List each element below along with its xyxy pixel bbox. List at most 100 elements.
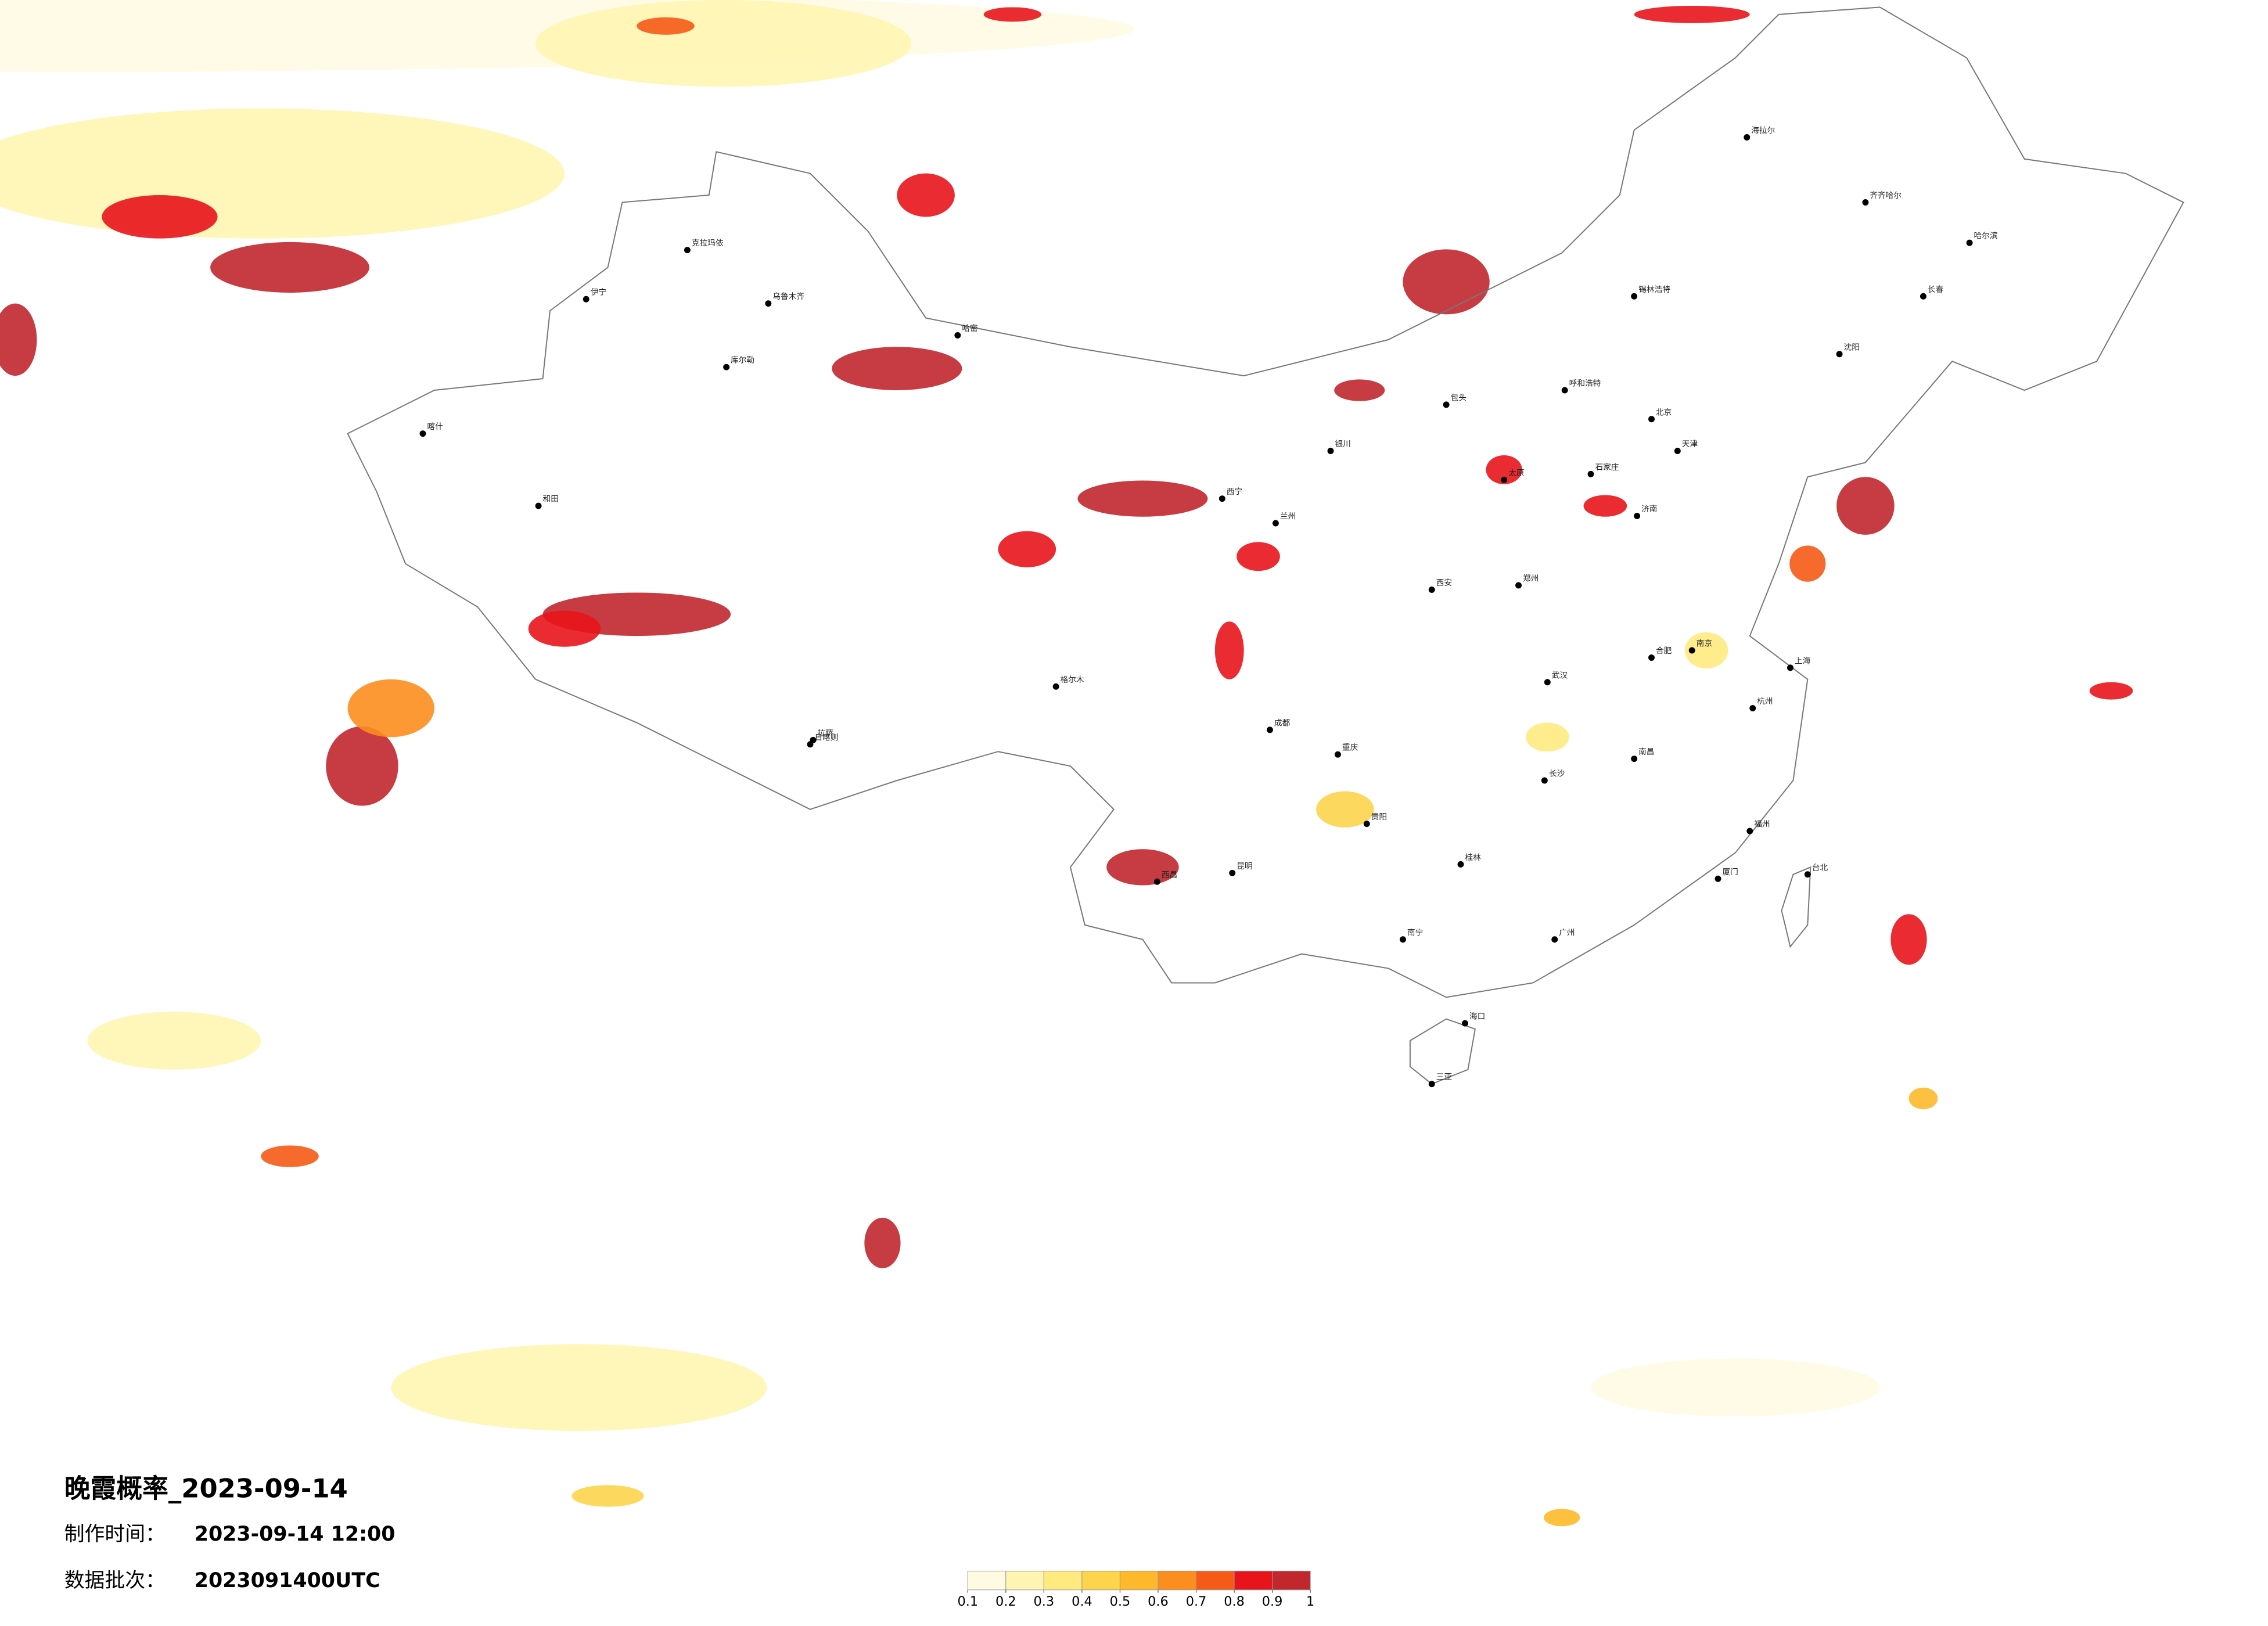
city-label: 兰州 xyxy=(1280,512,1296,521)
city-dot xyxy=(1428,586,1435,593)
probability-patch xyxy=(998,531,1056,567)
city-dot xyxy=(765,300,772,307)
city-label: 桂林 xyxy=(1465,853,1481,862)
city-dot xyxy=(1787,664,1793,671)
city-label: 西昌 xyxy=(1162,870,1177,880)
batch-value: 2023091400UTC xyxy=(195,1569,380,1592)
probability-patch xyxy=(1334,379,1385,401)
legend-swatch xyxy=(1158,1570,1197,1591)
city-label: 包头 xyxy=(1451,393,1467,402)
city-dot xyxy=(1634,513,1641,520)
china-border xyxy=(347,6,2184,998)
city-label: 西宁 xyxy=(1227,487,1242,497)
legend: 0.1 0.2 0.3 0.4 0.5 0.6 0.7 0.8 0.9 1 xyxy=(957,1570,1314,1609)
city-dot xyxy=(1587,470,1594,477)
city-dot xyxy=(1272,520,1279,527)
probability-patch xyxy=(528,610,601,647)
city-dot xyxy=(1688,647,1695,654)
city-dot xyxy=(583,296,590,303)
city-dot xyxy=(1966,239,1973,246)
legend-tick-label: 0.7 xyxy=(1186,1594,1207,1609)
probability-patch xyxy=(1316,791,1374,828)
city-label: 长春 xyxy=(1928,285,1944,294)
city-dot xyxy=(1804,871,1811,878)
legend-tick-label: 0.8 xyxy=(1224,1594,1245,1609)
probability-patch xyxy=(347,679,434,738)
city-dot xyxy=(684,247,691,254)
city-label: 杭州 xyxy=(1757,697,1773,706)
legend-swatch xyxy=(1196,1570,1235,1591)
probability-patch xyxy=(0,303,37,376)
probability-patch xyxy=(102,195,218,239)
city-label: 重庆 xyxy=(1342,743,1358,753)
city-dot xyxy=(1457,861,1464,868)
city-label: 北京 xyxy=(1656,408,1672,417)
city-label: 广州 xyxy=(1559,928,1575,937)
city-label: 日喀则 xyxy=(814,733,838,742)
city-dot xyxy=(1631,756,1638,762)
city-label: 海口 xyxy=(1469,1012,1485,1021)
legend-swatch xyxy=(1119,1570,1159,1591)
probability-patch xyxy=(1403,249,1490,315)
city-label: 南宁 xyxy=(1407,927,1423,937)
city-dot xyxy=(1052,683,1059,690)
city-label: 南昌 xyxy=(1638,747,1654,757)
city-dot xyxy=(1461,1020,1468,1027)
city-label: 锡林浩特 xyxy=(1638,285,1670,294)
city-label: 沈阳 xyxy=(1844,343,1860,352)
probability-patch xyxy=(637,17,695,35)
city-label: 乌鲁木齐 xyxy=(772,292,804,301)
probability-patch xyxy=(1684,632,1728,669)
city-dot xyxy=(1631,293,1638,300)
city-label: 海拉尔 xyxy=(1751,126,1775,135)
probability-patch xyxy=(87,1012,261,1070)
city-dot xyxy=(1715,875,1721,882)
probability-patch xyxy=(261,1145,319,1167)
map-title: 晚霞概率_2023-09-14 xyxy=(64,1473,348,1503)
probability-patch xyxy=(1583,495,1627,517)
city-label: 拉萨 xyxy=(817,729,833,738)
city-dot xyxy=(1229,869,1236,876)
legend-tick-label: 1 xyxy=(1306,1594,1314,1609)
probability-patch xyxy=(1214,621,1244,679)
city-label: 南京 xyxy=(1696,639,1712,649)
legend-tick-label: 0.4 xyxy=(1072,1594,1092,1609)
city-label: 哈尔滨 xyxy=(1974,232,1998,241)
probability-patch xyxy=(832,347,962,390)
city-dot xyxy=(1744,134,1751,141)
city-label: 哈密 xyxy=(962,323,978,333)
legend-tick-label: 0.9 xyxy=(1262,1594,1283,1609)
legend-swatch xyxy=(1272,1570,1311,1591)
city-label: 和田 xyxy=(543,495,559,504)
legend-swatch xyxy=(1005,1570,1044,1591)
city-dot xyxy=(1428,1081,1435,1088)
legend-tick-label: 0.5 xyxy=(1110,1594,1131,1609)
city-dot xyxy=(1399,936,1406,943)
city-label: 武汉 xyxy=(1552,671,1568,680)
city-dot xyxy=(1544,679,1551,686)
probability-patch xyxy=(1634,5,1750,23)
probability-patch xyxy=(2089,682,2133,700)
city-dot xyxy=(1746,828,1753,834)
city-label: 银川 xyxy=(1335,440,1350,449)
city-dot xyxy=(1674,448,1681,455)
probability-patch xyxy=(1486,455,1522,484)
legend-swatch xyxy=(1043,1570,1083,1591)
city-label: 贵阳 xyxy=(1371,812,1387,822)
probability-patch xyxy=(1525,722,1569,752)
city-label: 长沙 xyxy=(1549,769,1565,779)
city-label: 上海 xyxy=(1795,656,1811,665)
city-label: 西安 xyxy=(1436,578,1452,588)
city-label: 济南 xyxy=(1641,505,1657,514)
probability-field xyxy=(0,0,2133,1527)
probability-patch xyxy=(326,726,398,806)
city-label: 厦门 xyxy=(1722,868,1738,877)
batch-label: 数据批次： xyxy=(64,1569,166,1592)
city-dot xyxy=(1334,751,1341,758)
city-label: 伊宁 xyxy=(591,287,606,297)
hainan xyxy=(1409,1018,1476,1085)
city-label: 三亚 xyxy=(1436,1073,1453,1082)
